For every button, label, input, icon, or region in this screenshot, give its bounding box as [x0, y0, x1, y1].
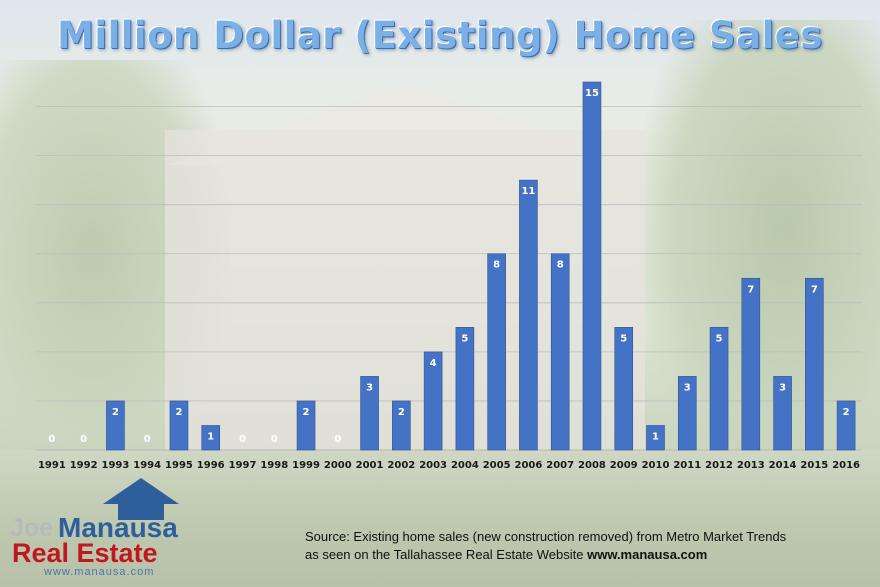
bar-2015 [805, 277, 824, 451]
bar-2009 [614, 327, 634, 451]
data-labels: 0 0 2 0 2 1 0 0 2 0 3 2 4 5 8 11 8 15 5 1 3 5 7 3 7 2 [48, 88, 849, 445]
x-tick-labels: 1991 1992 1993 1994 1995 1996 1997 1998 1999 2000… [38, 460, 860, 471]
x-tick-1999: 1999 [292, 460, 320, 471]
bar-1995 [169, 400, 189, 451]
source-url-link[interactable]: www.manausa.com [587, 547, 708, 562]
company-logo[interactable]: Joe Manausa Real Estate www.manausa.com [8, 478, 198, 578]
bar-2008 [582, 81, 602, 451]
bar-2007 [550, 253, 570, 451]
bar-2011 [677, 376, 697, 451]
bar-2013 [741, 277, 761, 451]
x-tick-2006: 2006 [515, 460, 543, 471]
bar-2001 [360, 376, 379, 451]
bar-2005 [487, 253, 506, 451]
source-line-2-text: as seen on the Tallahassee Real Estate W… [305, 547, 588, 562]
x-tick-2014: 2014 [769, 460, 797, 471]
bar-2012 [709, 327, 729, 451]
gridlines [36, 106, 862, 451]
x-tick-1996: 1996 [197, 460, 225, 471]
source-note: Source: Existing home sales (new constru… [305, 528, 865, 564]
data-label-2003: 4 [430, 358, 437, 369]
data-label-1991: 0 [48, 434, 55, 445]
bar-1999 [296, 400, 316, 451]
logo-house-body-icon [118, 504, 164, 520]
x-tick-2013: 2013 [737, 460, 765, 471]
data-label-1992: 0 [80, 434, 87, 445]
x-tick-1994: 1994 [133, 460, 161, 471]
source-line-2: as seen on the Tallahassee Real Estate W… [305, 546, 865, 564]
bars [106, 81, 856, 451]
logo-manausa-text: Manausa [58, 512, 178, 543]
bar-2006 [519, 179, 538, 451]
bar-2010 [646, 425, 665, 451]
x-tick-2000: 2000 [324, 460, 352, 471]
data-label-2009: 5 [620, 333, 627, 344]
x-tick-1992: 1992 [70, 460, 98, 471]
x-tick-2001: 2001 [356, 460, 384, 471]
x-tick-2010: 2010 [642, 460, 670, 471]
data-label-2006: 11 [521, 186, 535, 197]
x-tick-2007: 2007 [546, 460, 574, 471]
chart-title: Million Dollar (Existing) Home Sales [57, 14, 823, 57]
x-tick-2012: 2012 [705, 460, 733, 471]
x-tick-2011: 2011 [673, 460, 701, 471]
data-label-1996: 1 [207, 431, 214, 442]
data-label-1997: 0 [239, 434, 246, 445]
bar-1996 [201, 425, 221, 451]
data-label-2012: 5 [716, 333, 723, 344]
data-label-2001: 3 [366, 382, 373, 393]
x-tick-2004: 2004 [451, 460, 479, 471]
x-tick-1993: 1993 [102, 460, 130, 471]
x-tick-1998: 1998 [260, 460, 288, 471]
x-tick-2015: 2015 [800, 460, 828, 471]
x-tick-2008: 2008 [578, 460, 606, 471]
x-tick-2009: 2009 [610, 460, 638, 471]
x-tick-2016: 2016 [832, 460, 860, 471]
x-tick-1997: 1997 [229, 460, 257, 471]
data-label-1998: 0 [271, 434, 278, 445]
x-tick-2002: 2002 [387, 460, 415, 471]
data-label-2015: 7 [811, 284, 818, 295]
x-tick-2005: 2005 [483, 460, 511, 471]
logo-joe-text: Joe [10, 514, 54, 542]
logo-url-text: www.manausa.com [44, 566, 155, 578]
data-label-2005: 8 [493, 260, 500, 271]
data-label-2011: 3 [684, 382, 691, 393]
logo-house-icon [103, 478, 179, 504]
data-label-2007: 8 [557, 260, 564, 271]
bar-2014 [773, 376, 792, 451]
data-label-2008: 15 [585, 88, 599, 99]
bar-2003 [423, 351, 443, 451]
bar-2004 [455, 327, 475, 451]
data-label-2000: 0 [334, 434, 341, 445]
data-label-1994: 0 [144, 434, 151, 445]
data-label-2004: 5 [461, 333, 468, 344]
bar-2016 [836, 400, 856, 451]
bar-1993 [106, 400, 125, 451]
x-tick-1991: 1991 [38, 460, 66, 471]
data-label-2002: 2 [398, 407, 405, 418]
x-tick-2003: 2003 [419, 460, 447, 471]
data-label-2010: 1 [652, 431, 659, 442]
data-label-1995: 2 [175, 407, 182, 418]
data-label-2016: 2 [843, 407, 850, 418]
x-tick-1995: 1995 [165, 460, 193, 471]
data-label-2014: 3 [779, 382, 786, 393]
source-line-1: Source: Existing home sales (new constru… [305, 529, 787, 544]
data-label-1999: 2 [303, 407, 310, 418]
logo-real-estate-text: Real Estate [12, 538, 158, 568]
data-label-1993: 2 [112, 407, 119, 418]
data-label-2013: 7 [747, 284, 754, 295]
bar-2002 [392, 400, 411, 451]
